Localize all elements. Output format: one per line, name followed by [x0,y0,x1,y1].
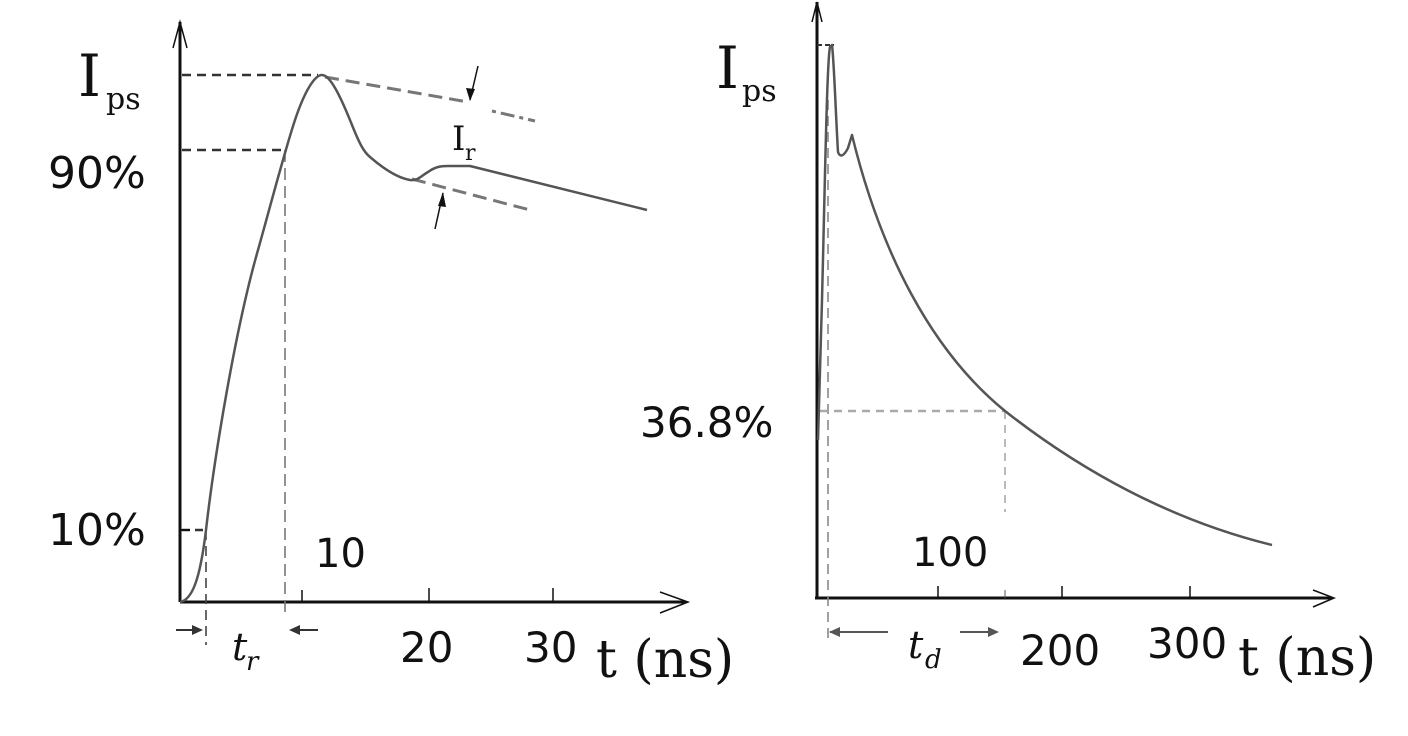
left-panel: I ps 90% 10% I r 10 20 30 t (ns) t r [48,19,734,690]
right-x-tick-label-100: 100 [912,530,988,576]
left-ips-label: I [78,42,101,110]
right-x-tick-label-200: 200 [1020,626,1100,675]
right-36pct-label: 36.8% [640,398,773,447]
left-x-tick-label-30: 30 [524,623,577,672]
left-upper-envelope-line [324,75,469,104]
right-ips-label-sub: ps [742,74,777,109]
left-x-tick-label-10: 10 [315,531,366,577]
left-lower-envelope-line [411,177,531,212]
left-ips-label-sub: ps [106,82,141,117]
rise-time-label-sub: r [246,647,260,677]
right-x-tick-label-300: 300 [1147,619,1227,668]
left-90pct-label: 90% [48,148,146,199]
left-x-axis-arrow-icon [659,591,691,614]
right-ips-label: I [716,34,739,102]
left-x-axis-label: t (ns) [596,630,734,690]
left-x-tick-label-20: 20 [400,623,453,672]
left-waveform-curve [179,73,648,604]
left-10pct-label: 10% [48,505,146,556]
right-x-axis-label: t (ns) [1238,628,1376,688]
ringing-label-sub: r [465,141,476,166]
right-x-axis-arrow-icon [1312,589,1336,608]
decay-time-label-sub: d [925,645,942,675]
rise-time-label: t [232,625,248,669]
decay-time-label: t [908,623,924,667]
left-upper-envelope-line-ext [491,109,536,123]
right-waveform-curve [816,43,1273,547]
right-y-axis-arrow-icon [811,1,823,23]
left-y-axis-arrow-icon [172,19,188,49]
right-panel: I ps 36.8% 100 200 300 t (ns) t d [640,1,1376,688]
ringing-label: I [452,119,465,159]
